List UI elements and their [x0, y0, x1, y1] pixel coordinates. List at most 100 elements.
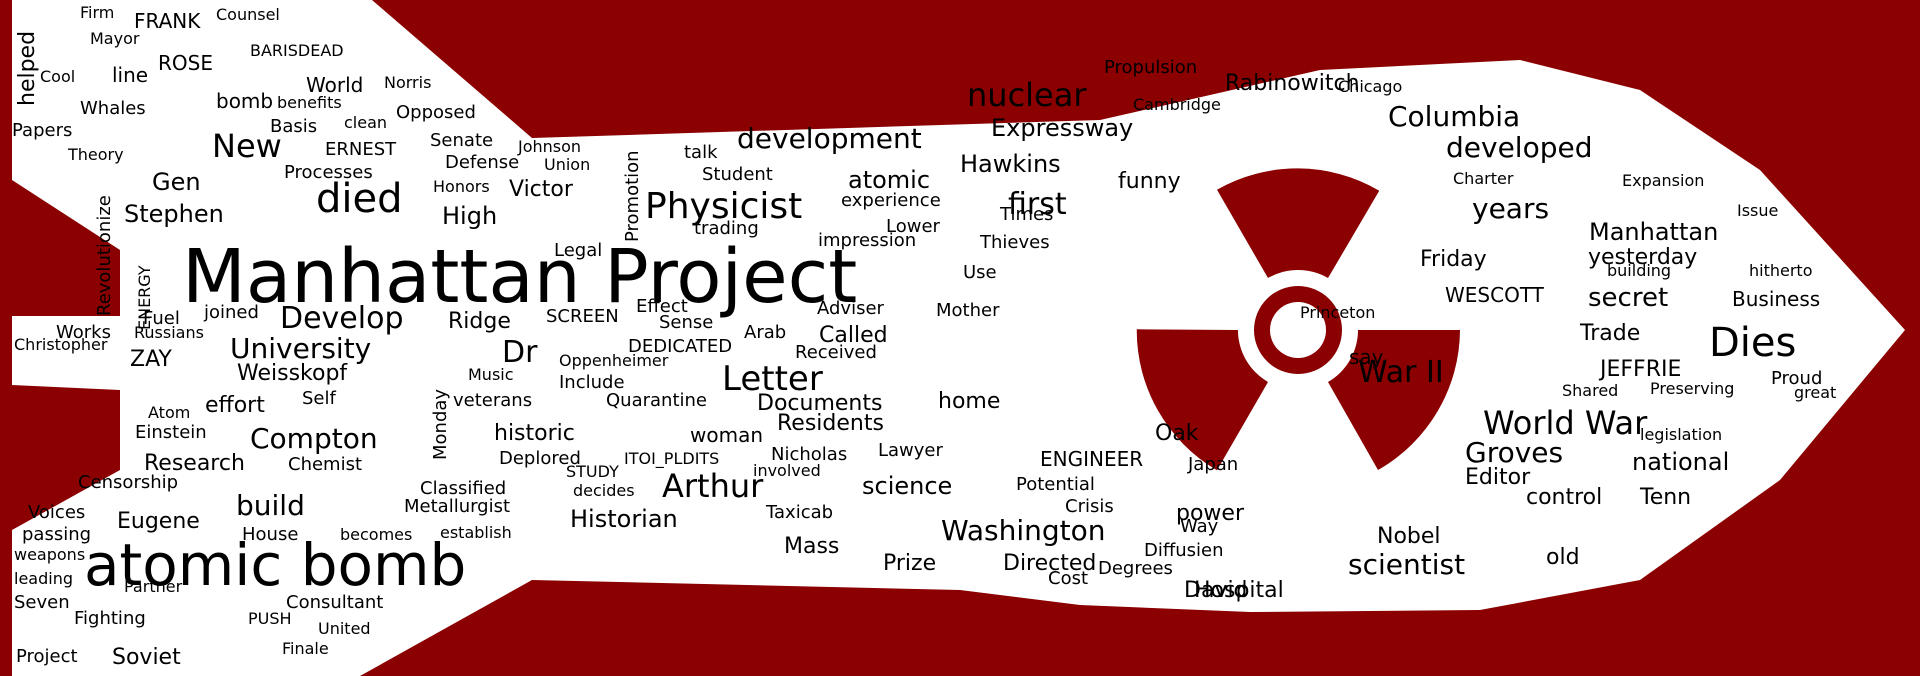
word: JEFFRIE [1598, 357, 1681, 382]
word: Arthur [662, 467, 764, 505]
word: Editor [1465, 465, 1531, 490]
word: Received [795, 342, 877, 363]
word: World War [1483, 404, 1648, 442]
word: Senate [430, 130, 493, 151]
word: developed [1446, 131, 1592, 164]
word: Groves [1465, 436, 1563, 469]
word: Censorship [78, 472, 178, 493]
word: House [242, 524, 298, 545]
word: Atom [148, 403, 190, 422]
word: ITOI_PLDITS [624, 449, 719, 469]
word: New [212, 127, 282, 165]
word: atomic bomb [84, 531, 466, 599]
word: Manhattan [1589, 218, 1718, 246]
word: scientist [1348, 548, 1465, 581]
word: Dr [502, 335, 538, 370]
word: World [306, 73, 363, 97]
word: Victor [509, 177, 574, 202]
word: High [442, 202, 497, 230]
word-cloud: Manhattan Project atomic bomb died Devel… [12, 3, 1836, 670]
word: great [1794, 383, 1836, 402]
word: Historian [570, 505, 678, 533]
word: Way [1180, 516, 1219, 537]
word: Revolutionize [94, 195, 115, 316]
word: build [236, 489, 305, 522]
radiation-symbol-icon [1136, 168, 1460, 471]
word: Sense [659, 312, 713, 333]
word: clean [344, 113, 387, 132]
word: Union [544, 155, 590, 174]
word: Deplored [499, 448, 581, 469]
word: Friday [1420, 247, 1487, 272]
word: Expansion [1622, 171, 1704, 190]
word: ENERGY [135, 265, 154, 330]
word: SCREEN [546, 306, 619, 327]
word: Norris [384, 73, 431, 92]
word: Japan [1187, 454, 1238, 475]
word: Nicholas [771, 444, 847, 465]
word: secret [1588, 283, 1668, 313]
word: helped [15, 31, 40, 106]
word: Voices [28, 502, 85, 523]
word: passing [22, 524, 91, 545]
word: atomic [848, 166, 930, 194]
word: War II [1358, 355, 1444, 390]
word: Finale [282, 639, 329, 658]
word: power [1176, 501, 1245, 526]
word: Columbia [1388, 100, 1520, 133]
word: Works [56, 322, 111, 343]
word: Whales [80, 98, 146, 119]
word: funny [1118, 169, 1181, 194]
word: Tenn [1639, 485, 1691, 510]
word: Called [819, 323, 888, 348]
word: Chicago [1338, 77, 1402, 96]
word: trading [694, 218, 759, 239]
word: science [862, 472, 952, 500]
word: BARISDEAD [250, 41, 344, 60]
word: died [316, 176, 403, 222]
word: Times [999, 204, 1053, 225]
word: Residents [777, 411, 884, 436]
word: historic [494, 421, 575, 446]
word: Research [144, 451, 245, 476]
word: Propulsion [1104, 57, 1197, 78]
word: PUSH [248, 609, 292, 628]
bomb-silhouette [12, 0, 1905, 676]
word: Proud [1771, 368, 1822, 389]
word: Include [559, 372, 625, 393]
word: experience [841, 190, 941, 211]
word: Consultant [286, 592, 383, 613]
word: Christopher [14, 335, 108, 354]
word: Taxicab [765, 502, 833, 523]
word: University [230, 332, 371, 365]
word: Dies [1709, 320, 1796, 366]
word: line [112, 63, 148, 87]
word: Mother [936, 300, 1000, 321]
word: Diffusien [1144, 540, 1224, 561]
word: ENGINEER [1040, 447, 1143, 471]
word: Crisis [1065, 496, 1114, 517]
word: Princeton [1300, 303, 1375, 322]
word: involved [753, 461, 821, 480]
word: Self [302, 388, 337, 409]
word: nuclear [967, 76, 1087, 114]
word: DEDICATED [628, 336, 732, 357]
word: say [1349, 345, 1384, 369]
word: bomb [216, 89, 273, 113]
word: Seven [14, 592, 70, 613]
word: Counsel [216, 5, 280, 24]
word: Use [963, 262, 997, 283]
word: becomes [340, 525, 412, 544]
word: Compton [250, 422, 378, 455]
word: Basis [270, 116, 317, 137]
word: impression [818, 230, 916, 251]
word: Mayor [90, 29, 140, 48]
word: national [1632, 448, 1729, 476]
word: Project [16, 646, 78, 667]
word: veterans [453, 390, 532, 411]
word: Fighting [74, 608, 146, 629]
word: decides [573, 481, 635, 500]
word: Oak [1155, 421, 1199, 446]
word: Classified [420, 478, 506, 499]
word: Mass [784, 534, 839, 559]
